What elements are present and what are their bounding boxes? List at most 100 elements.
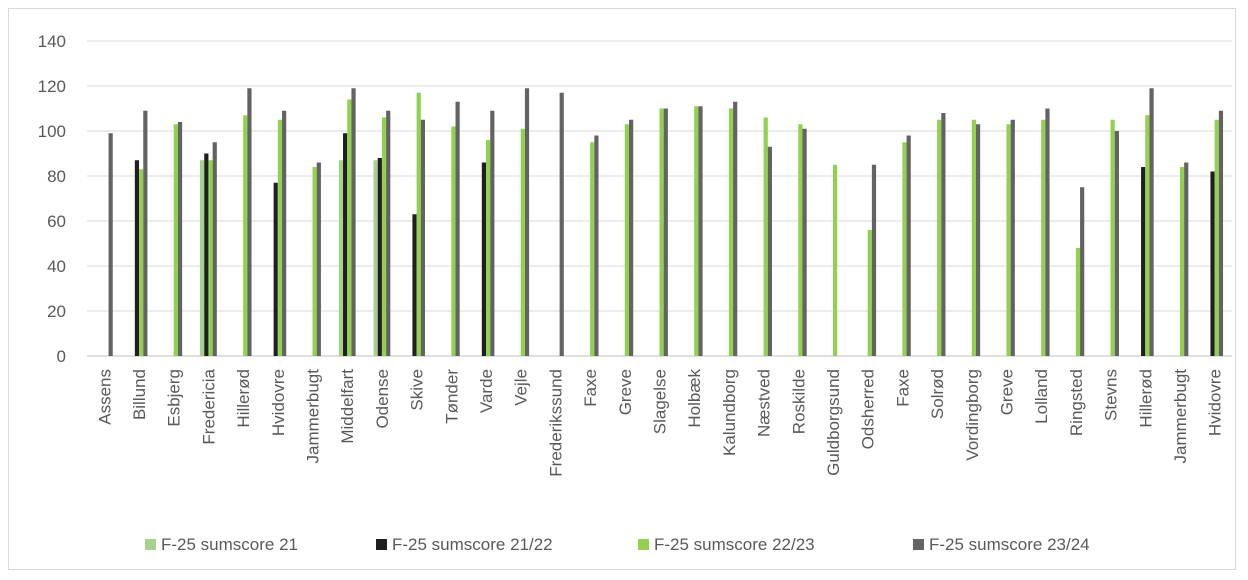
bar xyxy=(867,230,872,356)
bar xyxy=(1041,119,1046,356)
x-tick-label: Kalundborg xyxy=(720,369,739,456)
bar xyxy=(590,142,595,356)
bar xyxy=(1010,119,1015,356)
x-tick-label: Faxe xyxy=(893,369,912,407)
y-tick-label: 60 xyxy=(47,212,66,231)
y-tick-label: 140 xyxy=(38,32,66,51)
bar xyxy=(663,108,668,356)
x-tick-label: Hillerød xyxy=(1136,369,1155,428)
x-tick-label: Jammerbugt xyxy=(1171,369,1190,464)
x-tick-label: Slagelse xyxy=(651,369,670,434)
bar xyxy=(1179,167,1185,356)
bar xyxy=(312,167,317,356)
bar xyxy=(1218,110,1224,356)
x-tick-label: Næstved xyxy=(755,369,774,437)
bar xyxy=(381,117,387,356)
bar xyxy=(832,164,838,356)
bar xyxy=(108,133,113,356)
bar xyxy=(694,106,699,356)
bar xyxy=(906,135,911,356)
x-tick-label: Billund xyxy=(130,369,149,420)
bar xyxy=(629,119,634,356)
bar xyxy=(277,119,283,356)
x-tick-label: Stevns xyxy=(1102,369,1121,421)
bar xyxy=(1214,119,1219,356)
bar xyxy=(247,88,252,356)
bar xyxy=(1006,124,1011,356)
bar xyxy=(1075,248,1081,356)
x-tick-label: Greve xyxy=(997,369,1016,415)
bar xyxy=(624,124,629,356)
bar xyxy=(486,140,491,356)
bar xyxy=(243,115,248,356)
bar xyxy=(1080,187,1085,356)
bar xyxy=(420,119,426,356)
bar xyxy=(282,110,287,356)
bar xyxy=(698,106,703,356)
bar xyxy=(937,119,942,356)
x-tick-label: Odense xyxy=(373,369,392,429)
bar xyxy=(763,117,768,356)
bar xyxy=(802,128,807,356)
x-tick-label: Fredericia xyxy=(199,368,218,444)
x-tick-label: Vordingborg xyxy=(963,369,982,461)
x-tick-label: Tønder xyxy=(442,369,461,424)
bar xyxy=(373,160,378,356)
x-tick-label: Roskilde xyxy=(789,369,808,434)
bar xyxy=(139,169,144,356)
legend-swatch xyxy=(913,539,924,550)
legend-swatch xyxy=(376,539,387,550)
x-tick-label: Greve xyxy=(616,369,635,415)
bar xyxy=(733,101,738,356)
bar xyxy=(481,162,487,356)
bar xyxy=(798,124,803,356)
x-tick-label: Middelfart xyxy=(338,369,357,444)
x-tick-label: Lolland xyxy=(1032,369,1051,424)
legend-swatch xyxy=(145,539,156,550)
bar xyxy=(594,135,599,356)
x-tick-label: Esbjerg xyxy=(165,369,184,427)
bar xyxy=(316,162,321,356)
bar xyxy=(728,108,734,356)
bar xyxy=(273,182,278,356)
bar xyxy=(455,101,460,356)
legend-label: F-25 sumscore 23/24 xyxy=(929,535,1090,554)
bar xyxy=(177,122,183,356)
x-tick-label: Odsherred xyxy=(859,369,878,449)
bar xyxy=(1141,167,1146,356)
bar xyxy=(1114,131,1119,356)
bar xyxy=(134,160,140,356)
bar xyxy=(416,92,421,356)
bar xyxy=(451,126,456,356)
bar xyxy=(520,128,525,356)
bar xyxy=(1210,171,1215,356)
x-tick-label: Vejle xyxy=(512,369,531,406)
y-tick-label: 100 xyxy=(38,122,66,141)
x-tick-label: Hvidovre xyxy=(1206,369,1225,436)
bar xyxy=(343,133,348,356)
bar xyxy=(941,113,946,356)
x-tick-label: Skive xyxy=(408,369,427,411)
bar xyxy=(173,124,178,356)
bar xyxy=(204,153,209,356)
legend-label: F-25 sumscore 22/23 xyxy=(654,535,815,554)
bar xyxy=(659,108,664,356)
x-tick-label: Guldborgsund xyxy=(824,369,843,476)
x-tick-label: Assens xyxy=(95,369,114,425)
y-tick-label: 0 xyxy=(57,347,66,366)
x-tick-label: Holbæk xyxy=(685,369,704,428)
bar xyxy=(1149,88,1154,356)
y-tick-label: 120 xyxy=(38,77,66,96)
bar xyxy=(351,88,356,356)
bar xyxy=(200,160,205,356)
bar xyxy=(1145,115,1150,356)
bar xyxy=(377,158,382,356)
bar xyxy=(412,214,417,356)
bar xyxy=(1110,119,1115,356)
bar xyxy=(143,110,148,356)
y-tick-label: 20 xyxy=(47,302,66,321)
bar xyxy=(871,164,877,356)
bar xyxy=(902,142,907,356)
x-tick-label: Hvidovre xyxy=(269,369,288,436)
